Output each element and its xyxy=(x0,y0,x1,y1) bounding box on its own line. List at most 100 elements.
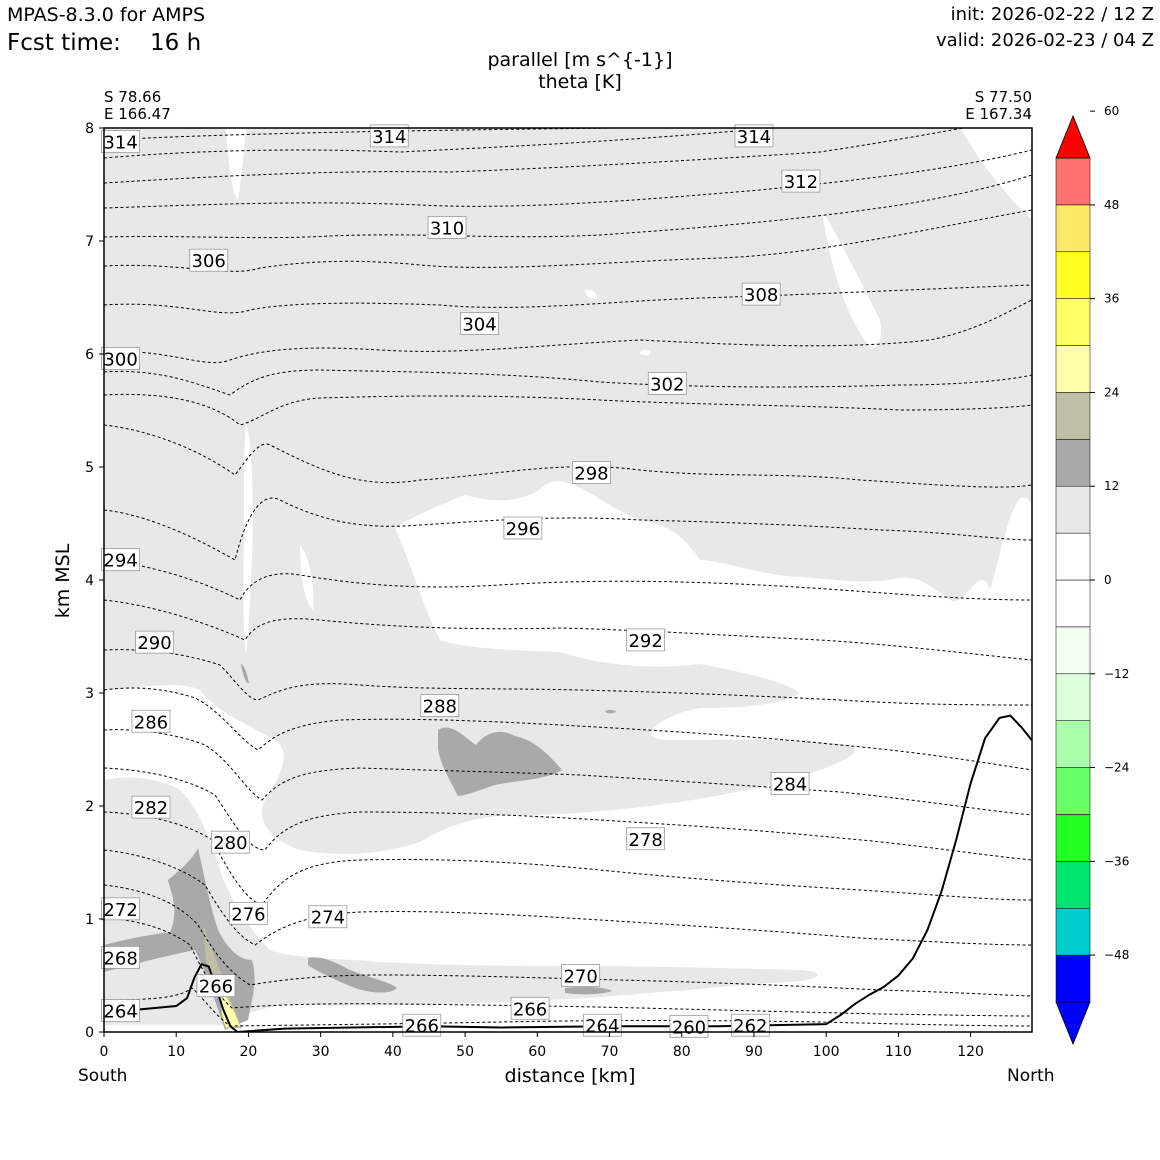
svg-text:274: 274 xyxy=(311,908,345,929)
theta-label: 262 xyxy=(730,1013,770,1037)
theta-label: 282 xyxy=(131,795,171,819)
colorbar-segment xyxy=(1055,439,1091,487)
init-time: init: 2026-02-22 / 12 Z xyxy=(950,4,1154,25)
x-tick-label: 0 xyxy=(100,1044,109,1060)
theta-label: 290 xyxy=(135,630,174,654)
colorbar-segment xyxy=(1055,861,1091,909)
left-end-longitude: E 166.47 xyxy=(104,105,171,123)
theta-label: 314 xyxy=(101,130,141,154)
colorbar-segment xyxy=(1055,907,1091,956)
svg-text:294: 294 xyxy=(103,551,137,572)
theta-label: 268 xyxy=(101,946,141,969)
shading-grey-sliver xyxy=(241,664,249,684)
theta-contour xyxy=(104,687,1032,771)
theta-label: 264 xyxy=(582,1013,622,1037)
theta-contour xyxy=(104,849,1032,946)
theta-contour xyxy=(104,424,1032,488)
svg-text:296: 296 xyxy=(506,519,540,540)
svg-text:292: 292 xyxy=(628,631,662,652)
theta-contour xyxy=(104,811,1032,906)
colorbar-tick-label: 48 xyxy=(1104,198,1119,212)
y-tick-label: 7 xyxy=(85,234,94,250)
svg-text:282: 282 xyxy=(134,798,168,819)
x-tick-label: 30 xyxy=(312,1044,330,1060)
svg-text:312: 312 xyxy=(784,172,818,193)
theta-label: 292 xyxy=(626,628,666,652)
theta-contour xyxy=(104,987,1032,1027)
svg-text:286: 286 xyxy=(134,712,168,733)
colorbar-segment xyxy=(1055,673,1091,721)
x-tick-label: 20 xyxy=(240,1044,258,1060)
theta-contour xyxy=(104,497,1032,561)
theta-label: 306 xyxy=(189,248,229,272)
svg-text:302: 302 xyxy=(650,374,684,395)
wind-shading xyxy=(104,128,1032,1030)
terrain-line xyxy=(104,714,1032,1032)
theta-label: 288 xyxy=(420,694,460,717)
svg-text:310: 310 xyxy=(430,218,464,239)
svg-text:314: 314 xyxy=(372,127,406,148)
theta-contour xyxy=(104,128,663,141)
y-tick-label: 5 xyxy=(85,460,94,476)
theta-label: 266 xyxy=(510,996,550,1020)
y-axis: 0 1 2 3 4 5 6 7 8 xyxy=(85,121,104,1041)
shading-grey-streak-2 xyxy=(565,987,612,995)
right-end-latitude: S 77.50 xyxy=(974,88,1032,106)
theta-label: 260 xyxy=(669,1014,709,1038)
shading-white-hole-2 xyxy=(243,422,253,655)
theta-label: 286 xyxy=(131,709,171,733)
north-end-label: North xyxy=(1007,1066,1055,1086)
colorbar-segment xyxy=(1055,954,1091,1003)
chart-title-theta: theta [K] xyxy=(538,71,622,93)
theta-contour-labels: 314 314 314 312 310 306 308 304 300 302 298 296 294 2… xyxy=(101,124,821,1038)
shading-white-hole-5 xyxy=(960,128,1032,220)
forecast-time-value: 16 h xyxy=(150,30,202,56)
colorbar-tick-label: 36 xyxy=(1104,292,1119,306)
theta-label: 266 xyxy=(402,1013,442,1037)
svg-text:266: 266 xyxy=(513,999,547,1020)
y-tick-label: 1 xyxy=(85,912,94,928)
colorbar-segment xyxy=(1055,345,1091,393)
x-axis-label: distance [km] xyxy=(504,1065,636,1087)
colorbar-segment xyxy=(1055,532,1091,581)
svg-text:278: 278 xyxy=(628,830,662,851)
theta-contour xyxy=(104,128,775,159)
south-end-label: South xyxy=(78,1066,128,1086)
svg-text:266: 266 xyxy=(199,977,233,998)
y-tick-label: 4 xyxy=(85,573,94,589)
theta-label: 266 xyxy=(196,974,236,998)
shading-white-hole-6 xyxy=(585,289,598,300)
x-tick-label: 10 xyxy=(167,1044,185,1060)
theta-label: 300 xyxy=(101,347,141,371)
theta-label: 314 xyxy=(734,124,774,148)
colorbar-under-arrow xyxy=(1055,1001,1091,1046)
colorbar-tick-label: −36 xyxy=(1104,854,1129,868)
left-end-latitude: S 78.66 xyxy=(104,88,162,106)
theta-label: 278 xyxy=(626,827,666,851)
svg-text:266: 266 xyxy=(405,1016,439,1037)
shading-white-hole-7 xyxy=(640,349,651,356)
right-end-longitude: E 167.34 xyxy=(965,105,1032,123)
theta-contour xyxy=(104,729,1032,816)
valid-time: valid: 2026-02-23 / 04 Z xyxy=(936,30,1154,51)
theta-contour xyxy=(104,209,1032,272)
theta-label: 308 xyxy=(741,282,781,306)
theta-label: 310 xyxy=(427,216,467,239)
svg-text:314: 314 xyxy=(737,127,771,148)
svg-text:270: 270 xyxy=(563,967,597,988)
y-tick-label: 0 xyxy=(85,1025,94,1041)
y-tick-label: 2 xyxy=(85,799,94,815)
theta-contour xyxy=(104,299,1032,364)
theta-contour xyxy=(104,128,966,184)
svg-text:280: 280 xyxy=(213,833,247,854)
colorbar-segment xyxy=(1055,392,1091,440)
theta-label: 304 xyxy=(460,312,499,335)
svg-text:304: 304 xyxy=(462,314,496,335)
colorbar-tick-label: −12 xyxy=(1104,667,1129,681)
colorbar: 60 48 36 24 12 0 −12 −24 −36 −48 xyxy=(1055,104,1129,1046)
colorbar-tick-label: 0 xyxy=(1104,573,1112,587)
theta-label: 280 xyxy=(210,830,250,854)
shading-white-hole-3 xyxy=(300,545,314,610)
svg-text:260: 260 xyxy=(672,1017,706,1038)
shading-grey-blob xyxy=(438,727,562,796)
